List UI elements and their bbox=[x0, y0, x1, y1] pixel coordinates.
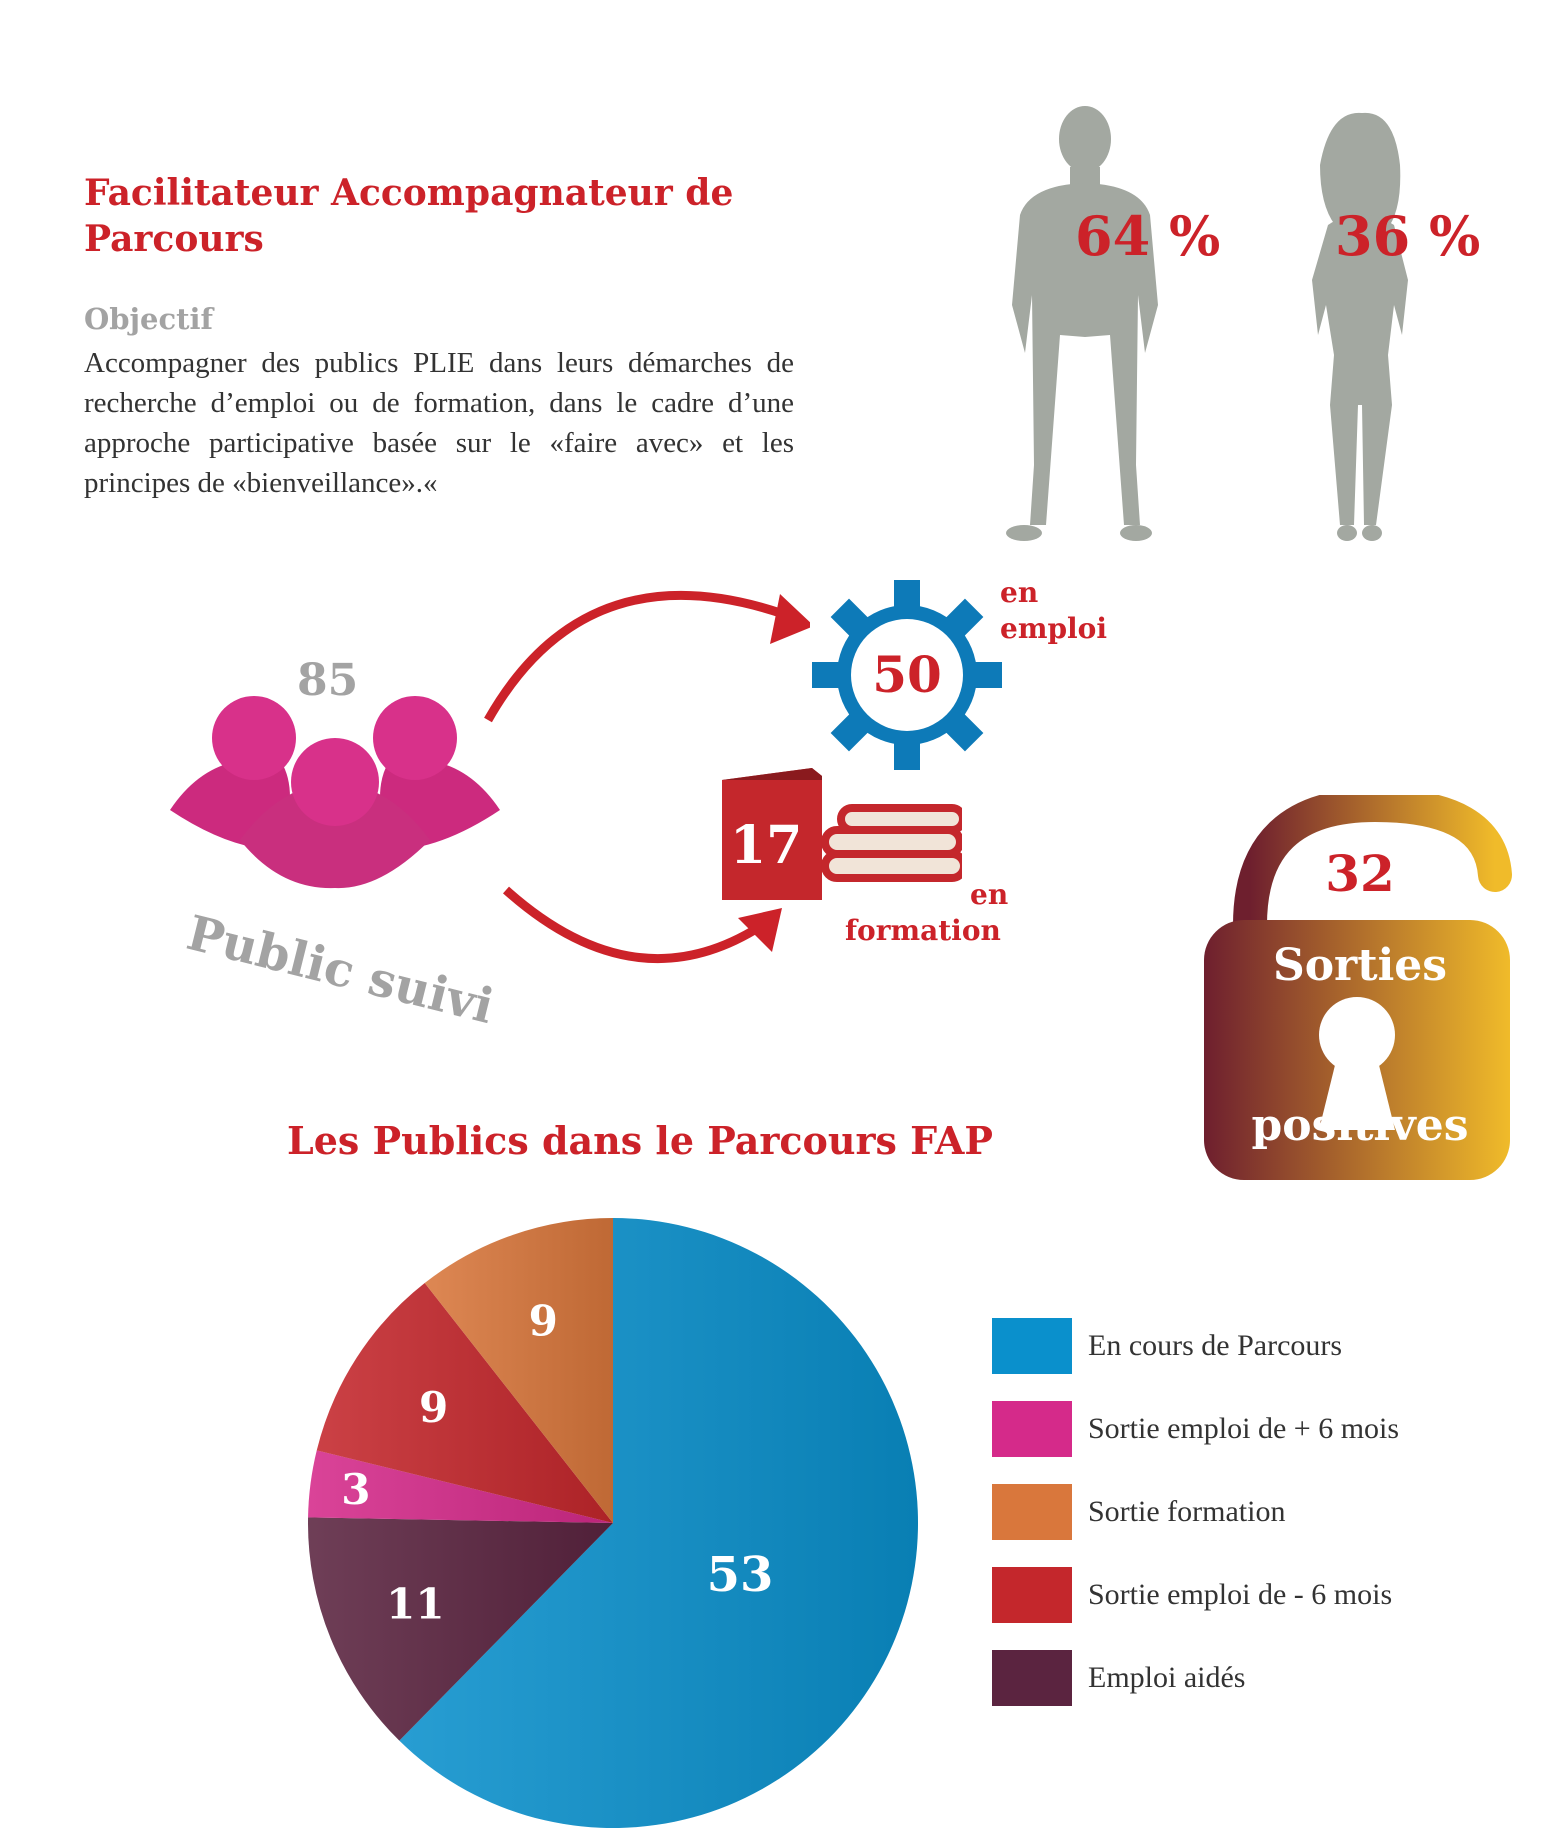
legend-swatch bbox=[992, 1401, 1072, 1457]
formation-count: 17 bbox=[730, 815, 803, 876]
legend-swatch bbox=[992, 1484, 1072, 1540]
women-percentage: 36 % bbox=[1335, 204, 1481, 268]
pie-slice-shade bbox=[316, 1283, 613, 1523]
legend-label: Sortie formation bbox=[1088, 1495, 1286, 1528]
formation-label-formation: formation bbox=[845, 914, 1001, 947]
gender-silhouettes bbox=[1006, 106, 1408, 541]
objective-label: Objectif bbox=[84, 302, 214, 336]
man-silhouette-icon bbox=[1006, 106, 1158, 541]
sorties-label: Sorties bbox=[1272, 940, 1448, 991]
chart-title: Les Publics dans le Parcours FAP bbox=[287, 1118, 993, 1163]
arrow-head-emploi-icon bbox=[770, 594, 810, 644]
pie-slice-shade bbox=[308, 1517, 613, 1741]
pie-slice-shade bbox=[308, 1450, 613, 1523]
padlock-icon bbox=[1204, 795, 1512, 1180]
pie-value-label: 53 bbox=[707, 1547, 774, 1603]
flow-arrows bbox=[484, 590, 810, 964]
emploi-label-en: en bbox=[1000, 576, 1039, 609]
arrow-to-emploi bbox=[484, 590, 802, 723]
formation-label-en: en bbox=[970, 878, 1009, 911]
emploi-label-emploi: emploi bbox=[1000, 612, 1107, 645]
pie-value-label: 9 bbox=[419, 1383, 448, 1432]
pie-value-label: 9 bbox=[529, 1297, 558, 1346]
legend-label: En cours de Parcours bbox=[1088, 1329, 1343, 1362]
legend-swatch bbox=[992, 1567, 1072, 1623]
legend-label: Sortie emploi de - 6 mois bbox=[1088, 1578, 1393, 1611]
emploi-count: 50 bbox=[872, 645, 942, 704]
woman-silhouette-icon bbox=[1312, 112, 1408, 541]
public-label: Public suivi bbox=[181, 905, 499, 1036]
pie-value-label: 3 bbox=[341, 1465, 370, 1514]
positives-label: positives bbox=[1251, 1100, 1469, 1151]
men-percentage: 64 % bbox=[1075, 204, 1221, 268]
objective-text: Accompagner des publics PLIE dans leurs … bbox=[84, 347, 794, 499]
books-icon bbox=[722, 768, 962, 900]
legend-swatch bbox=[992, 1318, 1072, 1374]
legend-label: Sortie emploi de + 6 mois bbox=[1088, 1412, 1400, 1445]
public-count: 85 bbox=[297, 655, 359, 706]
pie-slice-shade bbox=[399, 1218, 919, 1828]
legend-swatch bbox=[992, 1650, 1072, 1706]
pie-value-label: 11 bbox=[386, 1579, 444, 1628]
pie-slice-shade bbox=[424, 1218, 613, 1523]
page-title: Facilitateur Accompagnateur de Parcours bbox=[84, 172, 734, 260]
arrow-to-formation bbox=[502, 886, 773, 964]
people-group-icon bbox=[170, 696, 500, 889]
gear-icon bbox=[812, 580, 1002, 770]
arrow-head-formation-icon bbox=[738, 908, 782, 952]
sorties-count: 32 bbox=[1325, 844, 1395, 903]
legend-label: Emploi aidés bbox=[1088, 1661, 1246, 1694]
